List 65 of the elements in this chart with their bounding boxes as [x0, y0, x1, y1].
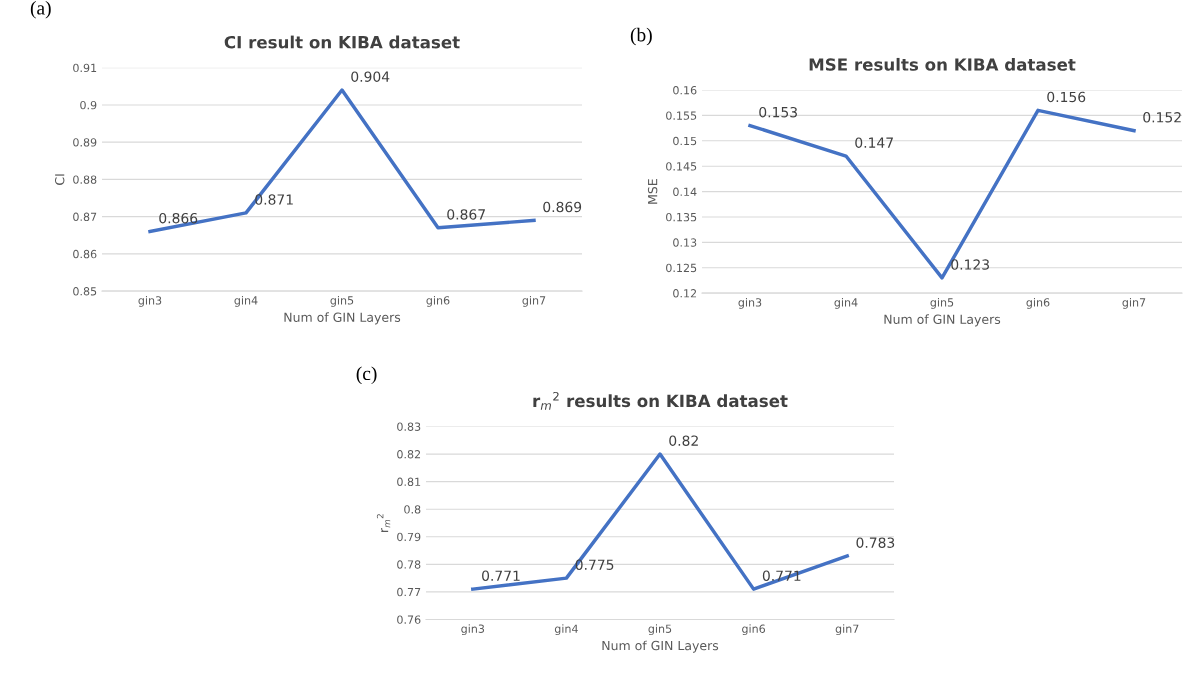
- line-series: [471, 452, 849, 591]
- y-tick-label: 0.87: [73, 212, 97, 222]
- data-label: 0.771: [482, 570, 520, 581]
- x-axis-title: Num of GIN Layers: [884, 314, 1001, 327]
- y-tick-label: 0.81: [397, 477, 421, 487]
- x-tick-label: gin4: [554, 624, 578, 636]
- y-tick-label: 0.125: [666, 263, 697, 273]
- y-tick-label: 0.76: [397, 615, 421, 624]
- data-label: 0.153: [759, 106, 797, 118]
- y-tick-label: 0.83: [397, 422, 421, 431]
- y-tick-label: 0.89: [73, 138, 97, 147]
- data-label: 0.866: [159, 212, 198, 224]
- data-label: 0.867: [447, 209, 485, 220]
- data-label: 0.152: [1143, 112, 1181, 123]
- x-tick-label: gin6: [742, 624, 766, 636]
- x-tick-label: gin5: [330, 295, 354, 307]
- chart-title: r$_{m}$$^{2}$ results on KIBA dataset: [533, 391, 788, 410]
- x-tick-label: gin3: [461, 624, 485, 636]
- text: (c): [356, 366, 377, 385]
- data-label: 0.147: [855, 137, 893, 148]
- x-tick-label: gin7: [835, 624, 859, 636]
- y-tick-label: 0.155: [666, 111, 697, 120]
- x-tick-label: gin6: [426, 295, 450, 307]
- data-label: 0.156: [1047, 91, 1086, 103]
- y-tick-label: 0.91: [73, 63, 97, 73]
- y-tick-label: 0.85: [73, 287, 97, 296]
- y-tick-label: 0.88: [73, 175, 97, 184]
- x-tick-label: gin6: [1026, 298, 1050, 309]
- y-tick-label: 0.86: [73, 249, 97, 259]
- y-tick-label: 0.14: [673, 187, 697, 196]
- y-tick-label: 0.8: [404, 505, 421, 514]
- y-axis-title: r$_{m}$$^{2}$: [376, 514, 391, 532]
- y-axis-title: CI: [54, 174, 65, 185]
- y-tick-label: 0.82: [397, 450, 421, 459]
- x-axis-title: Num of GIN Layers: [602, 640, 719, 653]
- line-series: [148, 88, 536, 234]
- x-tick-label: gin4: [234, 295, 258, 307]
- y-tick-label: 0.15: [673, 136, 697, 146]
- y-tick-label: 0.13: [673, 238, 697, 247]
- chart-title: MSE results on KIBA dataset: [809, 57, 1076, 71]
- x-axis-title: Num of GIN Layers: [284, 312, 401, 325]
- data-label: 0.869: [543, 201, 582, 213]
- y-tick-label: 0.79: [397, 532, 421, 542]
- y-tick-label: 0.9: [80, 100, 97, 110]
- text: (b): [630, 27, 652, 46]
- y-tick-label: 0.135: [666, 212, 697, 222]
- x-tick-label: gin5: [930, 298, 954, 309]
- data-label: 0.904: [351, 71, 390, 82]
- x-tick-label: gin5: [648, 624, 672, 636]
- x-tick-label: gin3: [738, 298, 762, 309]
- chart-title: CI result on KIBA dataset: [224, 35, 460, 49]
- y-tick-label: 0.12: [673, 289, 697, 298]
- x-tick-label: gin3: [138, 295, 162, 307]
- x-tick-label: gin7: [522, 295, 546, 307]
- data-label: 0.123: [951, 259, 989, 270]
- x-tick-label: gin4: [834, 298, 858, 309]
- y-tick-label: 0.16: [673, 86, 697, 95]
- y-tick-label: 0.77: [397, 587, 421, 597]
- y-axis-title: MSE: [647, 179, 658, 204]
- y-tick-label: 0.78: [397, 560, 421, 569]
- y-tick-label: 0.145: [666, 162, 697, 171]
- x-tick-label: gin7: [1122, 298, 1146, 309]
- text: (a): [30, 0, 51, 19]
- line-series: [748, 108, 1136, 280]
- data-label: 0.783: [856, 537, 895, 548]
